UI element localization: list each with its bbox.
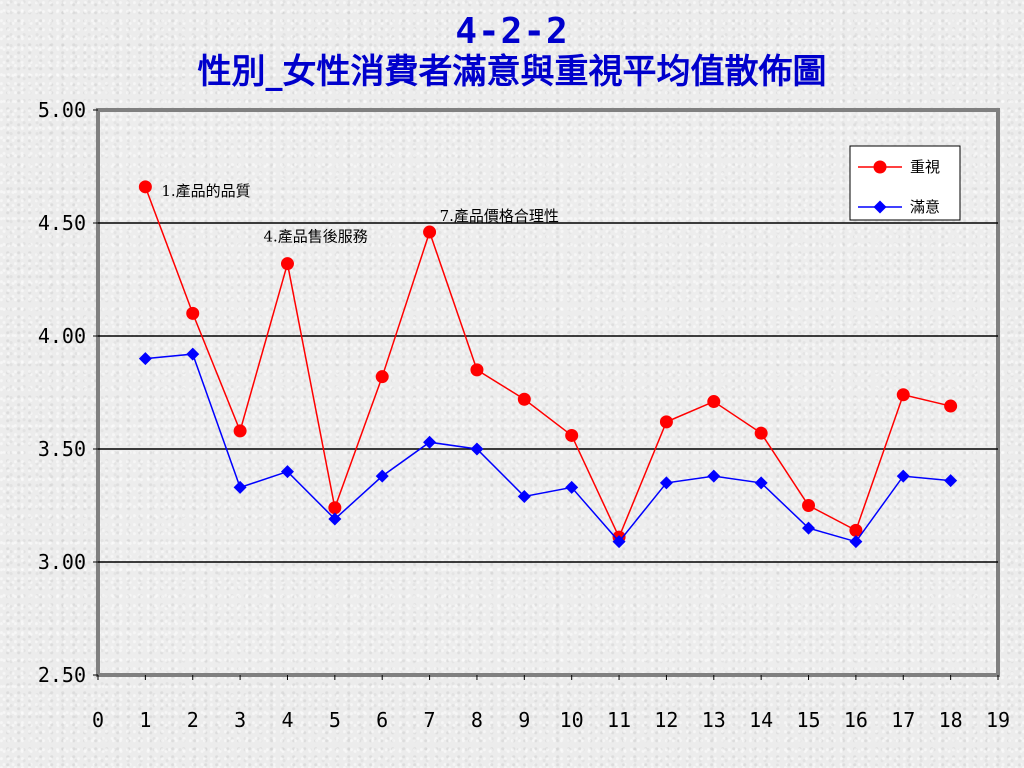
legend-marker: [873, 160, 887, 174]
series-line-1: [145, 353, 951, 543]
series-group: [138, 180, 958, 549]
y-tick-label: 5.00: [38, 98, 86, 122]
data-point-1: [944, 474, 958, 488]
y-tick-label: 4.00: [38, 324, 86, 348]
annotations: 1.產品的品質 4.產品售後服務 7.產品價格合理性: [161, 182, 559, 246]
chart-title: 性別_女性消費者滿意與重視平均值散佈圖: [197, 52, 827, 92]
data-point-1: [565, 480, 579, 494]
x-tick-label: 0: [92, 708, 104, 732]
legend-label: 滿意: [910, 198, 940, 216]
legend-marker: [873, 200, 887, 214]
x-tick-label: 19: [986, 708, 1010, 732]
data-point-1: [470, 442, 484, 456]
y-tick-label: 3.50: [38, 437, 86, 461]
x-tick-label: 2: [187, 708, 199, 732]
annotation-label: 4.產品售後服務: [263, 228, 367, 246]
data-point-0: [423, 225, 437, 239]
legend-box: [849, 145, 961, 221]
x-tick-label: 8: [471, 708, 483, 732]
data-point-0: [517, 392, 531, 406]
annotation-label: 7.產品價格合理性: [440, 207, 559, 225]
series-line-0: [144, 186, 951, 540]
data-point-0: [138, 180, 152, 194]
data-point-0: [896, 388, 910, 402]
data-point-0: [280, 257, 294, 271]
plot-area: [96, 108, 1000, 677]
x-tick-label: 9: [518, 708, 530, 732]
data-point-0: [849, 523, 863, 537]
data-point-1: [754, 476, 768, 490]
data-point-1: [849, 535, 863, 549]
x-tick-label: 6: [376, 708, 388, 732]
data-point-1: [517, 489, 531, 503]
data-point-1: [280, 465, 294, 479]
data-point-0: [375, 370, 389, 384]
x-tick-label: 3: [234, 708, 246, 732]
x-tick-label: 16: [844, 708, 868, 732]
data-point-0: [233, 424, 247, 438]
annotation-label: 1.產品的品質: [161, 182, 250, 200]
data-point-0: [565, 428, 579, 442]
data-point-1: [896, 469, 910, 483]
data-point-1: [423, 435, 437, 449]
data-point-0: [707, 395, 721, 409]
chart-title-number: 4-2-2: [455, 11, 569, 52]
x-axis-ticks: 0 1 2 3 4 5 6 7 8 9 10 11 12 13 14 15 16 17 18 19: [92, 675, 1010, 732]
data-point-0: [659, 415, 673, 429]
data-point-1: [233, 480, 247, 494]
data-point-0: [186, 306, 200, 320]
x-tick-label: 13: [702, 708, 726, 732]
y-tick-label: 3.00: [38, 550, 86, 574]
data-point-1: [138, 352, 152, 366]
x-tick-label: 12: [654, 708, 678, 732]
data-point-0: [328, 501, 342, 515]
y-tick-label: 4.50: [38, 211, 86, 235]
data-point-0: [944, 399, 958, 413]
gridlines: [98, 222, 998, 563]
data-point-1: [707, 469, 721, 483]
x-tick-label: 15: [796, 708, 820, 732]
legend-label: 重視: [910, 158, 940, 176]
data-point-0: [470, 363, 484, 377]
x-tick-label: 1: [139, 708, 151, 732]
y-axis-ticks: 2.50 3.00 3.50 4.00 4.50 5.00: [38, 98, 98, 687]
data-point-1: [375, 469, 389, 483]
data-point-0: [754, 426, 768, 440]
x-tick-label: 7: [424, 708, 436, 732]
x-tick-label: 17: [891, 708, 915, 732]
data-point-1: [612, 535, 626, 549]
y-tick-label: 2.50: [38, 663, 86, 687]
data-point-1: [328, 512, 342, 526]
x-tick-label: 14: [749, 708, 773, 732]
data-point-1: [186, 347, 200, 361]
data-point-1: [659, 476, 673, 490]
data-point-1: [802, 521, 816, 535]
x-tick-label: 11: [607, 708, 631, 732]
x-tick-label: 5: [329, 708, 341, 732]
x-tick-label: 4: [281, 708, 293, 732]
data-point-0: [802, 499, 816, 512]
x-tick-label: 10: [560, 708, 584, 732]
x-tick-label: 18: [939, 708, 963, 732]
